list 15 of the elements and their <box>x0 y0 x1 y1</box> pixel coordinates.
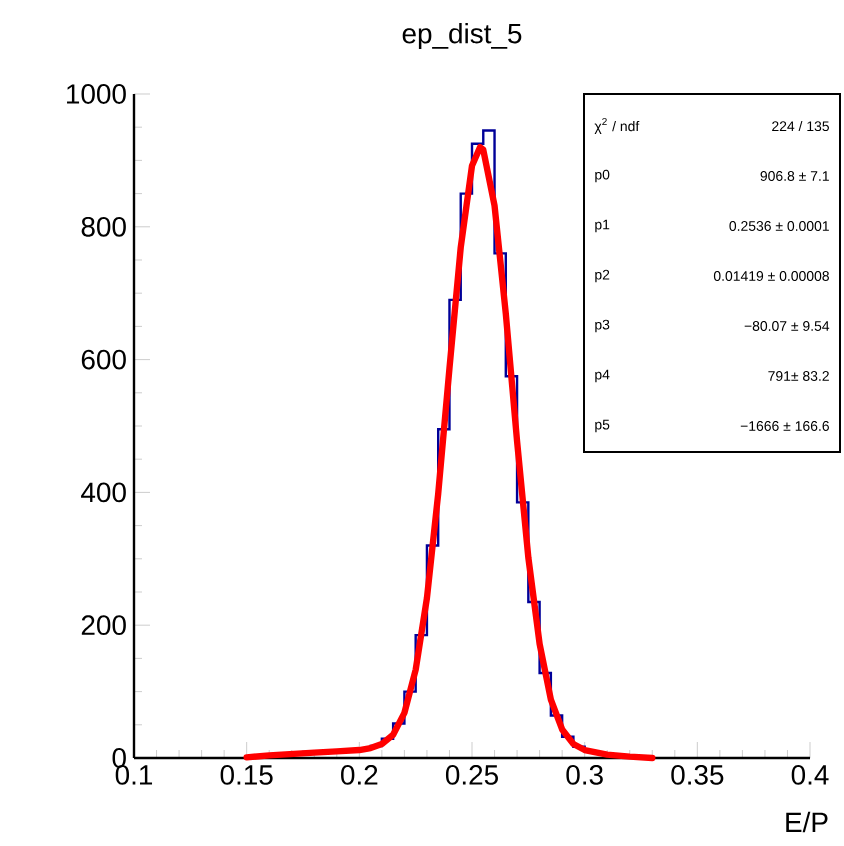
y-tick-label: 800 <box>81 216 126 237</box>
x-tick-label: 0.4 <box>791 765 829 785</box>
chart-title: ep_dist_5 <box>402 22 522 49</box>
y-tick-label: 200 <box>81 615 126 636</box>
x-tick-label: 0.25 <box>445 765 498 785</box>
y-tick-label: 600 <box>81 349 126 370</box>
x-tick-label: 0.35 <box>671 765 724 785</box>
y-tick-label: 0 <box>112 748 126 768</box>
y-tick-label: 1000 <box>67 84 126 104</box>
y-tick-label: 400 <box>81 482 126 503</box>
x-tick-label: 0.3 <box>566 765 603 785</box>
x-tick-label: 0.2 <box>341 765 378 785</box>
x-tick-label: 0.1 <box>115 765 153 785</box>
x-axis-title: E/P <box>786 811 828 833</box>
x-tick-label: 0.15 <box>220 765 273 785</box>
